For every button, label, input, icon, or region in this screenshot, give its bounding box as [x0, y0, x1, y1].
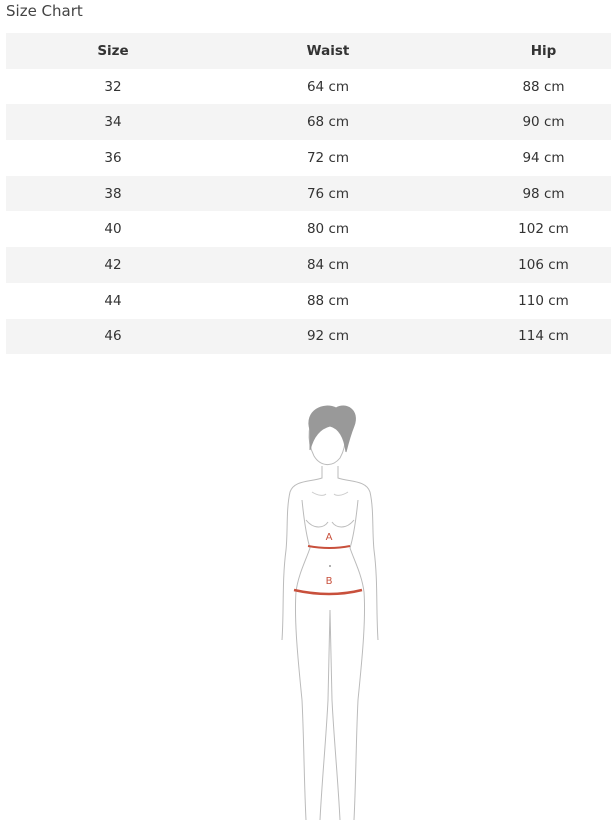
cell-size: 44: [104, 292, 122, 309]
cell-hip: 106 cm: [518, 256, 569, 273]
label-a: A: [326, 532, 333, 543]
table-row: 44 88 cm 110 cm: [6, 283, 611, 319]
header-size: Size: [97, 42, 129, 59]
table-row: 40 80 cm 102 cm: [6, 211, 611, 247]
page-title: Size Chart: [6, 2, 83, 20]
cell-waist: 68 cm: [306, 114, 350, 131]
cell-size: 40: [104, 221, 122, 238]
cell-waist: 64 cm: [306, 78, 350, 95]
table-row: 38 76 cm 98 cm: [6, 175, 611, 212]
cell-waist: 84 cm: [306, 256, 350, 273]
cell-waist: 92 cm: [306, 328, 350, 345]
header-hip: Hip: [530, 42, 557, 59]
table-row: 46 92 cm 114 cm: [6, 318, 611, 355]
cell-hip: 102 cm: [518, 221, 569, 238]
body-measurement-figure: A B: [281, 405, 379, 821]
cell-size: 34: [104, 114, 122, 131]
cell-hip: 90 cm: [522, 114, 565, 131]
cell-size: 46: [104, 328, 122, 345]
label-b: B: [326, 576, 333, 587]
cell-hip: 88 cm: [522, 78, 565, 95]
cell-waist: 72 cm: [306, 149, 350, 166]
header-waist: Waist: [306, 42, 350, 59]
cell-waist: 88 cm: [306, 292, 350, 309]
table-header: Size Waist Hip: [6, 33, 611, 69]
cell-hip: 94 cm: [522, 149, 565, 166]
cell-size: 32: [104, 78, 122, 95]
size-table: Size Waist Hip 32 64 cm 88 cm 34 68 cm 90 cm 3…: [6, 33, 611, 355]
table-row: 34 68 cm 90 cm: [6, 104, 611, 141]
table-row: 32 64 cm 88 cm: [6, 69, 611, 105]
table-row: 36 72 cm 94 cm: [6, 140, 611, 176]
cell-hip: 110 cm: [518, 292, 569, 309]
cell-waist: 76 cm: [306, 185, 350, 202]
table-row: 42 84 cm 106 cm: [6, 247, 611, 283]
cell-hip: 98 cm: [522, 185, 565, 202]
cell-size: 42: [104, 256, 122, 273]
cell-waist: 80 cm: [306, 221, 350, 238]
cell-size: 38: [104, 185, 122, 202]
cell-size: 36: [104, 149, 122, 166]
cell-hip: 114 cm: [518, 328, 569, 345]
